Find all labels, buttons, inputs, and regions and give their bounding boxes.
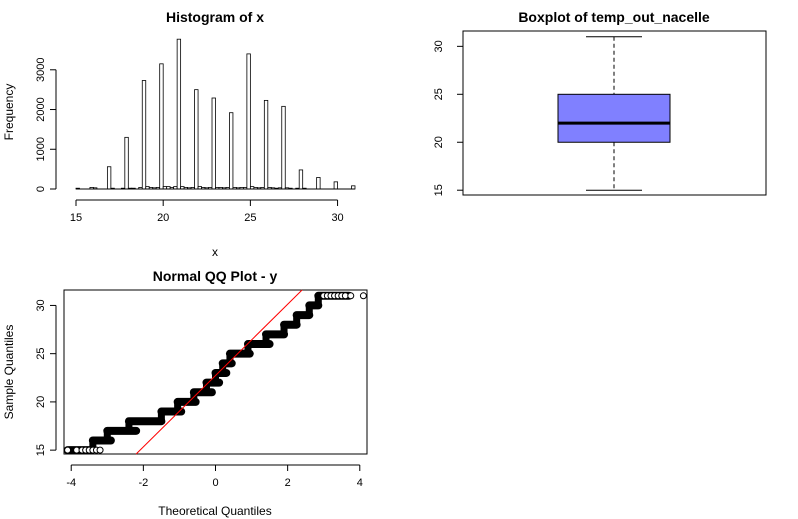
histogram-title: Histogram of x xyxy=(166,9,264,25)
histogram-bar xyxy=(194,89,199,190)
histogram-bar xyxy=(281,105,286,190)
histogram-bar xyxy=(229,112,234,190)
qq-x-tick-label: -2 xyxy=(138,477,148,489)
histogram-y-tick-label: 1000 xyxy=(35,137,47,161)
qq-y-tick-label: 15 xyxy=(35,444,47,456)
qq-reference-line xyxy=(135,289,303,455)
histogram-bar xyxy=(211,97,216,190)
histogram-bar xyxy=(316,177,321,190)
histogram-bar xyxy=(159,63,164,190)
boxplot-y-axis: 15 20 25 30 xyxy=(433,40,464,196)
boxplot-y-tick-label: 25 xyxy=(433,88,445,100)
histogram-y-tick-label: 0 xyxy=(35,186,47,192)
qq-x-label: Theoretical Quantiles xyxy=(158,504,271,518)
histogram-bars xyxy=(75,38,356,190)
histogram-x-tick-label: 30 xyxy=(331,212,343,224)
qq-point xyxy=(96,446,104,454)
qq-frame xyxy=(63,289,368,455)
boxplot-title: Boxplot of temp_out_nacelle xyxy=(518,9,710,25)
qq-x-tick-label: 2 xyxy=(285,477,291,489)
histogram-x-axis: 15 20 25 30 xyxy=(70,199,344,224)
histogram-bar xyxy=(298,169,304,190)
histogram-bar xyxy=(106,166,112,190)
histogram-y-label: Frequency xyxy=(2,84,16,141)
histogram-y-tick-label: 2000 xyxy=(35,97,47,121)
qq-point xyxy=(359,292,367,300)
qq-panel: Normal QQ Plot - y -4 -2 0 2 4 15 20 25 30 Theo… xyxy=(2,268,368,518)
qq-x-axis: -4 -2 0 2 4 xyxy=(66,464,363,489)
qq-point xyxy=(64,446,72,454)
qq-y-axis: 15 20 25 30 xyxy=(35,299,57,456)
histogram-x-tick-label: 25 xyxy=(244,212,256,224)
histogram-x-label: x xyxy=(212,245,218,259)
boxplot-box xyxy=(557,93,671,143)
qq-y-label: Sample Quantiles xyxy=(2,325,16,420)
boxplot-y-tick-label: 15 xyxy=(433,184,445,196)
histogram-x-tick-label: 15 xyxy=(70,212,82,224)
histogram-y-tick-label: 3000 xyxy=(35,58,47,82)
histogram-bar xyxy=(333,181,338,190)
histogram-bar xyxy=(141,80,147,190)
qq-x-tick-label: -4 xyxy=(66,477,76,489)
histogram-bar xyxy=(263,99,269,190)
histogram-bar xyxy=(176,38,182,190)
histogram-x-tick-label: 20 xyxy=(157,212,169,224)
qq-y-tick-label: 20 xyxy=(35,396,47,408)
qq-point xyxy=(347,292,355,300)
qq-x-tick-label: 0 xyxy=(212,477,218,489)
qq-y-tick-label: 30 xyxy=(35,299,47,311)
qq-title: Normal QQ Plot - y xyxy=(153,268,278,284)
qq-points xyxy=(63,291,367,455)
histogram-bar xyxy=(246,53,251,190)
histogram-bar xyxy=(124,136,129,190)
qq-y-tick-label: 25 xyxy=(35,348,47,360)
boxplot-body xyxy=(557,36,671,191)
histogram-y-axis: 0 1000 2000 3000 xyxy=(35,58,57,192)
boxplot-y-tick-label: 30 xyxy=(433,40,445,52)
boxplot-y-tick-label: 20 xyxy=(433,136,445,148)
boxplot-panel: Boxplot of temp_out_nacelle 15 20 25 30 xyxy=(433,9,767,196)
qq-x-tick-label: 4 xyxy=(357,477,363,489)
